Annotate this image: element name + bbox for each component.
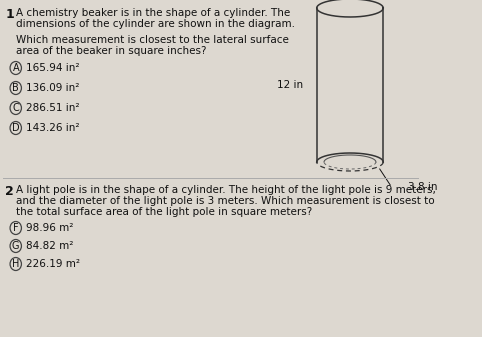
Text: 226.19 m²: 226.19 m² — [26, 259, 80, 269]
Text: F: F — [13, 223, 19, 233]
Text: A: A — [13, 63, 19, 73]
Text: D: D — [12, 123, 20, 133]
Text: and the diameter of the light pole is 3 meters. Which measurement is closest to: and the diameter of the light pole is 3 … — [16, 196, 434, 206]
Text: Which measurement is closest to the lateral surface: Which measurement is closest to the late… — [16, 35, 289, 45]
Text: dimensions of the cylinder are shown in the diagram.: dimensions of the cylinder are shown in … — [16, 19, 295, 29]
Text: the total surface area of the light pole in square meters?: the total surface area of the light pole… — [16, 207, 312, 217]
Text: 3.8 in: 3.8 in — [408, 182, 437, 192]
Text: area of the beaker in square inches?: area of the beaker in square inches? — [16, 46, 206, 56]
Text: H: H — [12, 259, 19, 269]
Text: 12 in: 12 in — [277, 80, 303, 90]
Text: A light pole is in the shape of a cylinder. The height of the light pole is 9 me: A light pole is in the shape of a cylind… — [16, 185, 436, 195]
Text: 1: 1 — [5, 8, 14, 21]
Text: 84.82 m²: 84.82 m² — [26, 241, 74, 251]
Text: 165.94 in²: 165.94 in² — [26, 63, 80, 73]
Text: 143.26 in²: 143.26 in² — [26, 123, 80, 133]
Text: 136.09 in²: 136.09 in² — [26, 83, 80, 93]
Text: G: G — [12, 241, 19, 251]
Text: 98.96 m²: 98.96 m² — [26, 223, 74, 233]
Text: A chemistry beaker is in the shape of a cylinder. The: A chemistry beaker is in the shape of a … — [16, 8, 290, 18]
Text: B: B — [13, 83, 19, 93]
Text: 286.51 in²: 286.51 in² — [26, 103, 80, 113]
Text: 2: 2 — [5, 185, 14, 198]
Text: C: C — [13, 103, 19, 113]
